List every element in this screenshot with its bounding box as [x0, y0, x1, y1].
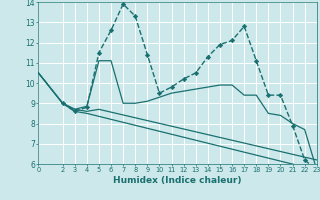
X-axis label: Humidex (Indice chaleur): Humidex (Indice chaleur) [113, 176, 242, 185]
